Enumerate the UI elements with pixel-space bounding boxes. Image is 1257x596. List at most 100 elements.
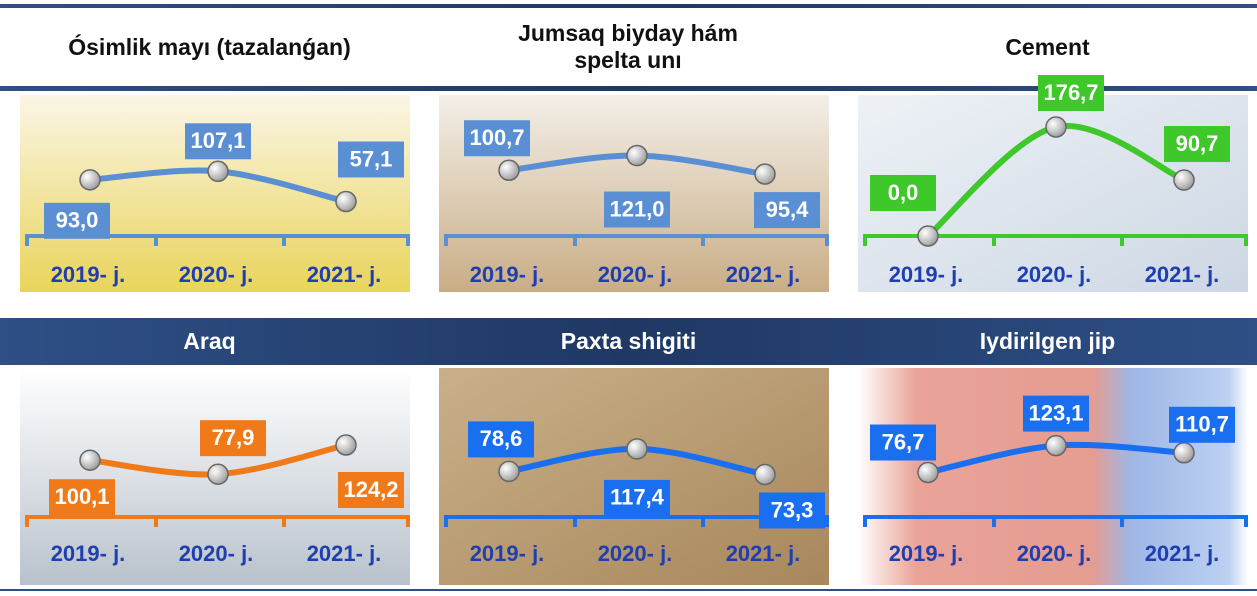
category-label: 2021- j. (307, 262, 382, 287)
data-point (754, 463, 776, 486)
axis-separator (701, 234, 705, 246)
data-point (207, 463, 229, 485)
panel-title: Cement (1005, 33, 1090, 60)
value-label: 107,1 (190, 128, 245, 153)
axis-separator (444, 234, 448, 246)
category-label: 2020- j. (1017, 541, 1092, 566)
value-label-box (1169, 406, 1235, 443)
category-label: 2021- j. (726, 541, 801, 566)
value-label: 95,4 (766, 197, 810, 222)
category-label: 2019- j. (470, 541, 545, 566)
data-point (626, 144, 648, 167)
value-label-box (1038, 74, 1104, 111)
value-label: 0,0 (888, 180, 919, 205)
category-label: 2019- j. (51, 541, 126, 566)
value-label: 124,2 (343, 477, 398, 502)
value-label: 176,7 (1043, 80, 1098, 105)
category-label: 2021- j. (1145, 541, 1220, 566)
panel-title: Iydirilgen jip (979, 328, 1116, 354)
header-band (0, 318, 1257, 365)
value-label-box (44, 202, 110, 239)
value-label: 90,7 (1176, 131, 1219, 156)
value-label-box (759, 492, 825, 529)
axis-separator (825, 234, 829, 246)
value-label: 121,0 (609, 196, 664, 221)
value-label-box (185, 123, 251, 160)
axis-separator (25, 234, 29, 246)
category-axis (25, 515, 410, 519)
data-point (498, 159, 520, 181)
axis-separator (1120, 515, 1124, 527)
axis-separator (992, 515, 996, 527)
value-label-box (604, 191, 670, 228)
category-label: 2019- j. (889, 262, 964, 287)
category-axis (863, 515, 1248, 519)
category-axis (444, 515, 829, 519)
value-label: 93,0 (56, 208, 99, 233)
panel-title: Ósimlik mayı (tazalanǵan) (68, 33, 351, 60)
value-label: 100,1 (54, 484, 109, 509)
axis-separator (282, 234, 286, 246)
data-point (79, 169, 101, 191)
category-label: 2021- j. (307, 541, 382, 566)
data-point (207, 160, 229, 183)
axis-separator (863, 234, 867, 246)
value-label-box (870, 175, 936, 211)
data-point (335, 434, 357, 456)
value-label: 76,7 (882, 429, 925, 454)
category-axis (444, 234, 829, 238)
value-label-box (468, 421, 534, 458)
axis-separator (1244, 515, 1248, 527)
value-label-box (200, 420, 266, 457)
value-label-box (338, 141, 404, 178)
data-point (1173, 169, 1195, 191)
data-point (917, 225, 939, 247)
panel-title: Paxta shigiti (560, 328, 697, 354)
category-label: 2021- j. (726, 262, 801, 287)
category-label: 2020- j. (179, 262, 254, 287)
data-point (498, 460, 520, 483)
value-label: 57,1 (350, 146, 393, 171)
category-label: 2021- j. (1145, 262, 1220, 287)
data-point (1173, 442, 1195, 464)
axis-separator (825, 515, 829, 527)
bottom-rule (0, 589, 1257, 591)
axis-separator (406, 515, 410, 527)
axis-separator (444, 515, 448, 527)
category-label: 2019- j. (51, 262, 126, 287)
value-label-box (604, 479, 670, 516)
category-axis (25, 234, 410, 238)
top-rule (0, 4, 1257, 8)
value-label-box (870, 424, 936, 461)
axis-separator (701, 515, 705, 527)
header-rule (0, 86, 1257, 91)
data-point (335, 190, 357, 213)
axis-separator (406, 234, 410, 246)
value-label-box (338, 472, 404, 509)
value-label: 100,7 (469, 125, 524, 150)
axis-separator (154, 515, 158, 527)
panel-title: Araq (183, 328, 236, 354)
category-label: 2019- j. (470, 262, 545, 287)
data-point (1045, 434, 1067, 457)
category-label: 2020- j. (598, 541, 673, 566)
data-point (626, 438, 648, 460)
data-point (1045, 116, 1067, 138)
panel-title: Jumsaq biyday hám spelta unı (518, 20, 738, 73)
data-point (754, 163, 776, 185)
category-label: 2020- j. (1017, 262, 1092, 287)
axis-separator (992, 234, 996, 246)
value-label-box (464, 120, 530, 157)
value-label-box (754, 192, 820, 229)
value-label: 78,6 (480, 426, 523, 451)
value-label-box (1023, 395, 1089, 432)
axis-separator (573, 234, 577, 246)
value-label: 110,7 (1175, 412, 1229, 437)
value-label: 73,3 (771, 497, 814, 522)
data-point (79, 449, 101, 471)
value-label-box (49, 479, 115, 516)
category-axis (863, 234, 1248, 238)
category-label: 2019- j. (889, 541, 964, 566)
